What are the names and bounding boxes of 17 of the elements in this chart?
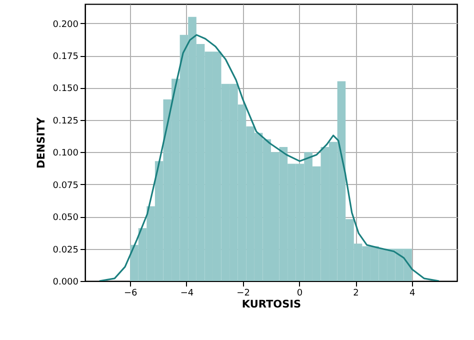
y-tick-label: 0.200 xyxy=(52,20,79,30)
y-axis-title: DENSITY xyxy=(36,117,48,168)
x-tick-label: 4 xyxy=(410,288,416,298)
y-tick-label: 0.100 xyxy=(52,148,79,159)
x-tick-label: −4 xyxy=(180,288,194,298)
x-tick-label: 0 xyxy=(296,288,303,298)
x-tick-label: 2 xyxy=(353,288,359,298)
y-tick-label: 0.050 xyxy=(52,213,79,224)
x-tick-label: −6 xyxy=(124,288,138,298)
y-tick-label: 0.000 xyxy=(52,278,79,288)
x-axis-title: KURTOSIS xyxy=(242,298,302,310)
y-tick-label: 0.125 xyxy=(52,116,78,126)
x-tick-label: −2 xyxy=(236,288,250,298)
y-tick-label: 0.175 xyxy=(52,52,78,62)
y-tick-label: 0.025 xyxy=(52,245,78,256)
y-tick-label: 0.075 xyxy=(52,180,78,191)
y-tick-label: 0.150 xyxy=(52,84,79,94)
